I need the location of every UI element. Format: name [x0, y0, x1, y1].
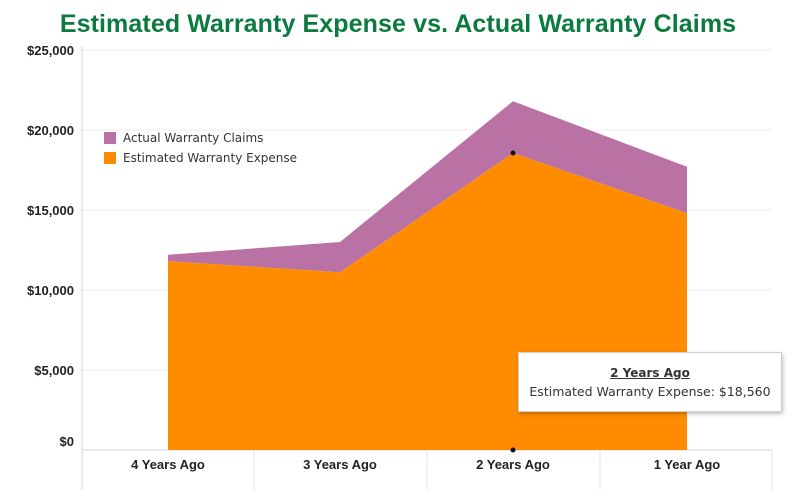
tooltip-title: 2 Years Ago	[610, 366, 690, 380]
chart-title: Estimated Warranty Expense vs. Actual Wa…	[59, 10, 737, 38]
y-tick-label: $20,000	[27, 123, 74, 138]
x-tick-label: 1 Year Ago	[654, 457, 721, 472]
highlight-point	[510, 150, 516, 156]
legend-label[interactable]: Estimated Warranty Expense	[123, 151, 297, 165]
area-actual-warranty-claims[interactable]	[168, 101, 687, 273]
y-tick-label: $5,000	[34, 363, 74, 378]
x-tick-label: 4 Years Ago	[131, 457, 205, 472]
x-tick-label: 2 Years Ago	[476, 457, 550, 472]
y-tick-label: $25,000	[27, 43, 74, 58]
tooltip-value: Estimated Warranty Expense: $18,560	[529, 384, 771, 399]
y-tick-label: $0	[60, 434, 74, 449]
highlight-baseline-point	[510, 447, 516, 453]
legend-swatch[interactable]	[104, 132, 116, 144]
legend-swatch[interactable]	[104, 152, 116, 164]
y-tick-label: $15,000	[27, 203, 74, 218]
y-tick-label: $10,000	[27, 283, 74, 298]
legend-label[interactable]: Actual Warranty Claims	[123, 131, 263, 145]
tooltip: 2 Years Ago Estimated Warranty Expense: …	[518, 352, 782, 412]
x-tick-label: 3 Years Ago	[303, 457, 377, 472]
